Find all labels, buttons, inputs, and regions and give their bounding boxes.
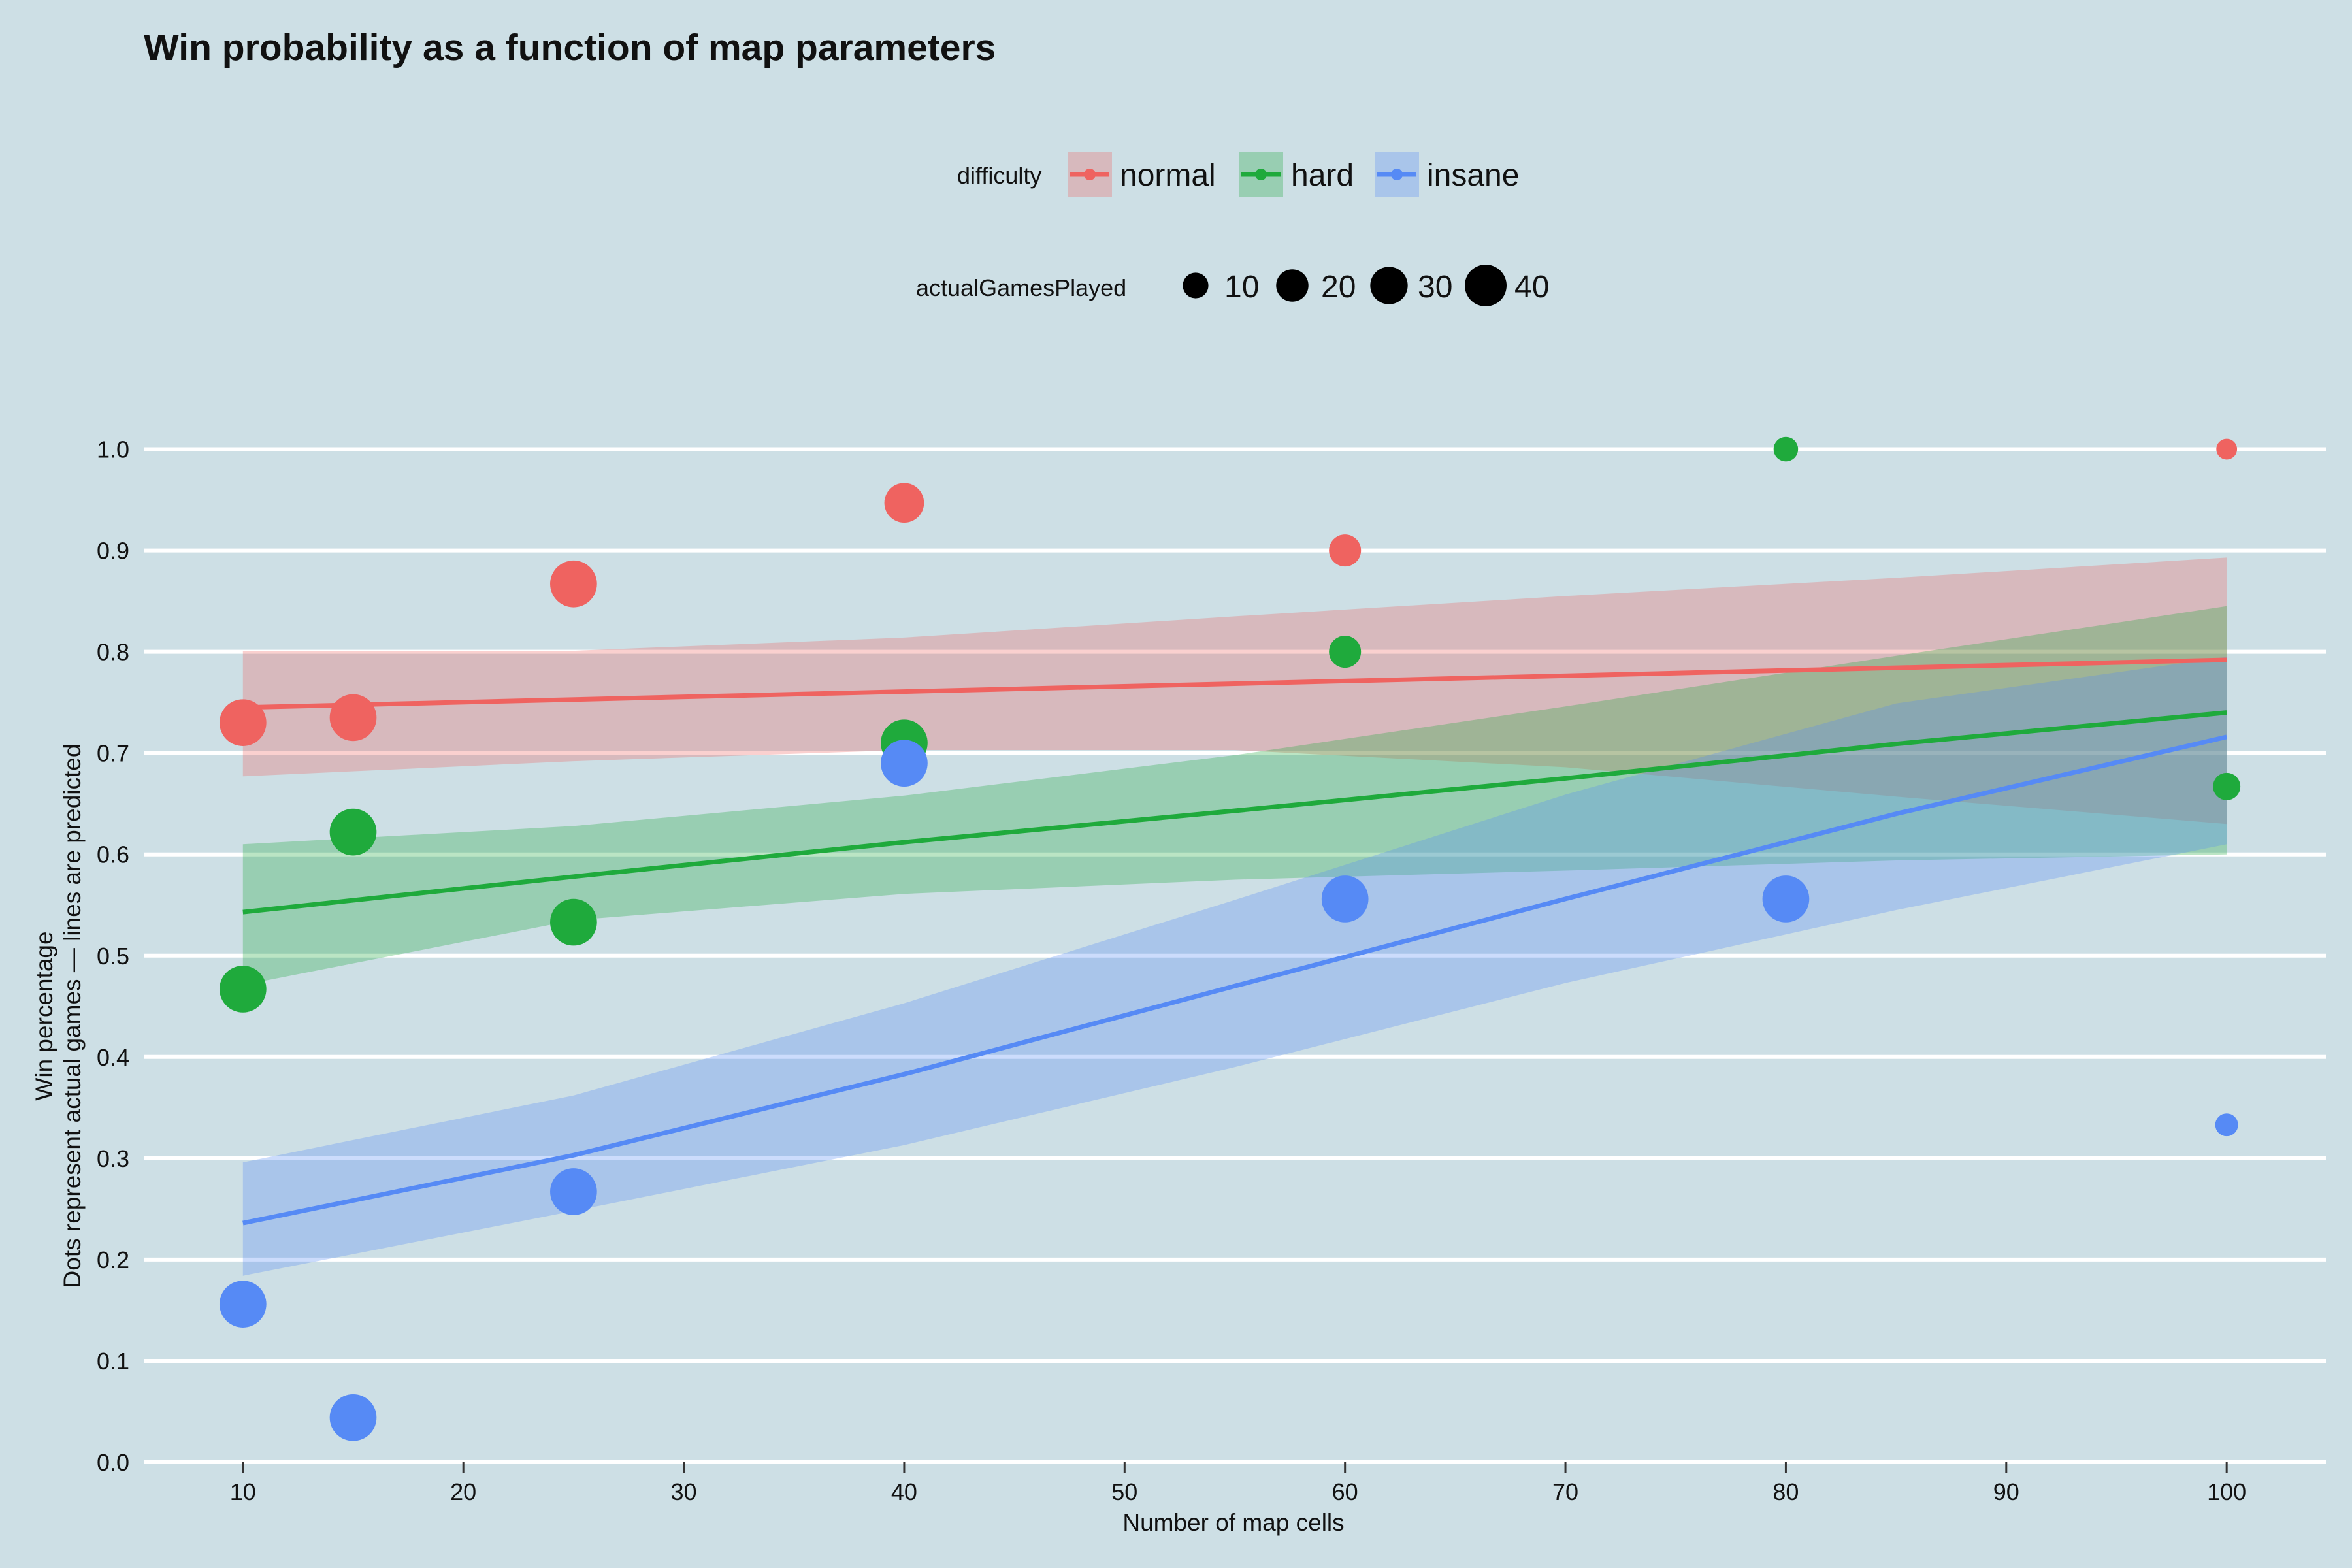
y-tick-label: 0.6 xyxy=(97,841,129,868)
y-tick-label: 0.8 xyxy=(97,639,129,666)
data-point-normal xyxy=(2216,438,2238,460)
data-point-normal xyxy=(1329,534,1362,567)
data-point-hard xyxy=(1329,636,1362,668)
data-points xyxy=(219,436,2241,1441)
x-tick-label: 90 xyxy=(1993,1478,2019,1505)
x-tick-label: 50 xyxy=(1111,1478,1137,1505)
legend-size-label: 40 xyxy=(1514,270,1549,304)
data-point-normal xyxy=(884,483,924,523)
confidence-band-hard xyxy=(242,606,2227,985)
legend-size-dot xyxy=(1276,269,1309,302)
y-tick-label: 1.0 xyxy=(97,436,129,463)
legend-size-label: 10 xyxy=(1224,270,1259,304)
legend-games-played-title: actualGamesPlayed xyxy=(916,274,1126,301)
legend-size-label: 30 xyxy=(1418,270,1452,304)
data-point-normal xyxy=(550,560,597,608)
data-point-insane xyxy=(219,1281,267,1328)
y-tick-label: 0.7 xyxy=(97,740,129,767)
data-point-insane xyxy=(1321,875,1369,923)
x-tick-label: 60 xyxy=(1332,1478,1358,1505)
y-axis-title-line-1: Win percentage xyxy=(31,931,57,1100)
y-tick-label: 0.4 xyxy=(97,1044,129,1071)
chart-title: Win probability as a function of map par… xyxy=(144,27,996,69)
data-point-insane xyxy=(881,740,928,787)
data-point-insane xyxy=(329,1394,377,1441)
y-tick-label: 0.0 xyxy=(97,1449,129,1476)
x-axis-title: Number of map cells xyxy=(1122,1509,1344,1536)
y-axis-ticks: 0.0 0.1 0.2 0.3 0.4 0.5 0.6 0.7 0.8 0.9 1.0 xyxy=(97,436,129,1476)
gridlines xyxy=(144,447,2326,1464)
x-tick-label: 20 xyxy=(450,1478,476,1505)
legend-size-dot xyxy=(1370,267,1408,304)
legend-size-label: 20 xyxy=(1321,270,1356,304)
legend-key-dot-insane xyxy=(1391,169,1403,180)
fit-line-hard xyxy=(242,710,2227,915)
y-tick-label: 0.5 xyxy=(97,943,129,970)
data-point-hard xyxy=(2213,772,2241,800)
legend-label-normal: normal xyxy=(1120,158,1216,193)
x-tick-label: 40 xyxy=(891,1478,917,1505)
legend-label-insane: insane xyxy=(1427,158,1519,193)
x-tick-label: 10 xyxy=(230,1478,256,1505)
y-axis-title-line-2: Dots represent actual games — lines are … xyxy=(59,744,86,1288)
confidence-band-insane xyxy=(242,657,2227,1276)
data-point-hard xyxy=(550,898,597,946)
confidence-band-normal xyxy=(242,557,2227,825)
legend-size-dot xyxy=(1183,272,1209,299)
y-tick-label: 0.9 xyxy=(97,538,129,564)
y-tick-label: 0.2 xyxy=(97,1247,129,1273)
data-point-normal xyxy=(329,694,377,742)
fit-line-normal xyxy=(242,657,2227,710)
legend-key-dot-hard xyxy=(1255,169,1267,180)
legend-key-dot-normal xyxy=(1084,169,1096,180)
y-tick-label: 0.1 xyxy=(97,1348,129,1375)
data-point-hard xyxy=(219,966,267,1013)
legend-label-hard: hard xyxy=(1291,158,1354,193)
fit-lines xyxy=(242,657,2227,1226)
x-tick-label: 30 xyxy=(671,1478,697,1505)
data-point-insane xyxy=(2215,1113,2238,1137)
y-axis-title: Win percentage Dots represent actual gam… xyxy=(31,744,86,1288)
data-point-hard xyxy=(1773,436,1799,462)
y-tick-label: 0.3 xyxy=(97,1145,129,1172)
legend-difficulty: difficulty normal hard insane xyxy=(957,152,1519,197)
data-point-insane xyxy=(1762,875,1810,923)
legend-games-played: actualGamesPlayed 10 20 30 40 xyxy=(916,265,1549,306)
data-point-normal xyxy=(219,699,267,746)
x-tick-label: 80 xyxy=(1772,1478,1799,1505)
x-tick-label: 70 xyxy=(1552,1478,1578,1505)
x-tick-label: 100 xyxy=(2207,1478,2246,1505)
legend-difficulty-title: difficulty xyxy=(957,162,1041,189)
data-point-hard xyxy=(329,808,377,856)
x-axis-ticks: 10 20 30 40 50 60 70 80 90 100 xyxy=(230,1462,2246,1505)
confidence-bands xyxy=(242,557,2227,1276)
data-point-insane xyxy=(550,1168,597,1215)
fit-line-insane xyxy=(242,734,2227,1226)
legend-size-dot xyxy=(1465,265,1507,306)
